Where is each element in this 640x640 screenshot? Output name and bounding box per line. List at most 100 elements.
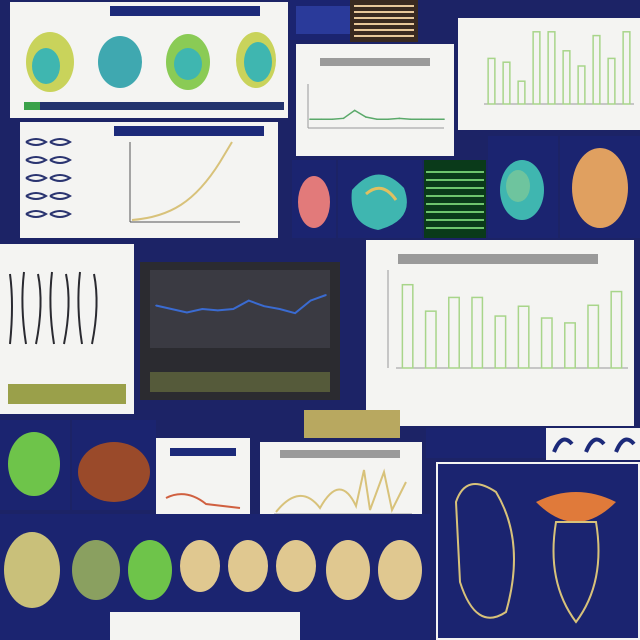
- seed-grid-8-icon: [378, 540, 422, 600]
- line-chart-small-svg: [307, 58, 445, 129]
- point-10: [420, 118, 423, 120]
- point-11: [325, 294, 327, 296]
- point-11: [432, 118, 434, 120]
- bar-chart-top-right: [458, 18, 640, 130]
- mushroom-cap-icon: [536, 492, 616, 522]
- point-2: [186, 311, 188, 314]
- orange-seed-tile: [560, 136, 640, 238]
- sketch-panel-svg: [25, 126, 264, 223]
- point-0: [309, 118, 311, 120]
- chart-title-block: [398, 254, 598, 264]
- root-sketch-panel: [0, 244, 134, 414]
- seed-outline-right-icon: [552, 521, 600, 624]
- point-4: [217, 309, 219, 312]
- point-12: [443, 118, 445, 120]
- line-chart-small: [296, 44, 454, 156]
- seed-grid-5-icon: [228, 540, 268, 592]
- footer-badge: [24, 102, 40, 110]
- seed-grid-svg: [4, 532, 422, 640]
- point-7: [263, 305, 265, 307]
- point-7: [387, 118, 389, 120]
- anatomy-panel-bottom-right: [436, 462, 640, 640]
- orange-seed-icon: [572, 148, 628, 228]
- curve-line: [275, 468, 407, 514]
- bar-2: [448, 296, 460, 369]
- bar-5: [562, 50, 571, 105]
- point-9: [294, 312, 296, 314]
- thumb-top-stripes: [350, 0, 418, 42]
- point-5: [232, 308, 235, 310]
- embryo-icon: [351, 174, 407, 230]
- brown-seed-icon: [78, 442, 150, 502]
- seed-red-tile: [292, 160, 336, 238]
- series-line: [310, 109, 444, 120]
- point-6: [247, 299, 250, 302]
- header-bar: [110, 6, 260, 16]
- seed-grid-4-icon: [180, 540, 220, 592]
- bar-1: [424, 310, 437, 369]
- seed-illustrations: [24, 6, 284, 110]
- seed-grid-bottom: [0, 514, 430, 640]
- seed-grid-caption-panel: [110, 612, 300, 640]
- footer-bar: [24, 102, 284, 110]
- dark-line-chart: [140, 262, 340, 400]
- large-bar-chart: [366, 240, 634, 426]
- seed-2-icon: [98, 36, 142, 88]
- seed-1-core-icon: [32, 48, 60, 84]
- bar-4: [494, 315, 507, 369]
- bar-5: [517, 305, 530, 369]
- sketch-panel: [20, 122, 278, 238]
- bar-7: [564, 322, 576, 369]
- seed-4-core-icon: [244, 42, 272, 82]
- seed-panel-top-left: [10, 2, 288, 118]
- brown-seed-tile: [72, 420, 156, 510]
- series-line: [155, 294, 327, 315]
- seed-outline-left-icon: [454, 483, 515, 619]
- plot-area: [150, 270, 330, 348]
- point-1: [320, 118, 322, 120]
- point-0: [155, 304, 157, 307]
- bar-6: [577, 65, 586, 105]
- thumb-top-1: [290, 0, 360, 40]
- olive-strip: [304, 410, 400, 438]
- red-seed-icon: [298, 176, 330, 228]
- point-8: [398, 117, 401, 120]
- point-6: [376, 118, 378, 120]
- bar-0: [487, 57, 496, 105]
- bar-1: [502, 61, 511, 105]
- dark-line-chart-svg: [150, 270, 330, 392]
- point-9: [409, 118, 412, 120]
- point-5: [365, 116, 367, 118]
- bar-3: [471, 296, 484, 369]
- bar-8: [607, 57, 616, 105]
- chart-title-block: [320, 58, 430, 66]
- small-chart-panel: [156, 438, 250, 526]
- green-seed-tile: [0, 420, 70, 510]
- green-seed-icon: [8, 432, 60, 496]
- bar-8: [587, 304, 600, 369]
- teal-seed-tile: [488, 136, 558, 238]
- root-footer-bar: [8, 384, 126, 404]
- chart-title-block: [280, 450, 400, 458]
- point-2: [331, 118, 334, 120]
- bar-9: [610, 290, 623, 369]
- seed-grid-6-icon: [276, 540, 316, 592]
- root-sketch-svg: [8, 271, 126, 404]
- bar-7: [592, 34, 601, 105]
- bar-2: [517, 80, 526, 105]
- mini-strip-1: [426, 428, 546, 458]
- mini-icons-strip: [546, 428, 640, 460]
- bar-3: [532, 31, 541, 105]
- embryo-tile: [338, 160, 422, 238]
- bar-6: [540, 317, 553, 369]
- point-3: [342, 117, 345, 120]
- seed-3-core-icon: [174, 48, 202, 80]
- point-10: [309, 299, 312, 302]
- footer-bar: [150, 372, 330, 392]
- bar-4: [547, 31, 556, 105]
- bar-9: [622, 31, 631, 105]
- point-8: [278, 308, 281, 310]
- bar-0: [401, 283, 414, 369]
- seed-grid-2-icon: [72, 540, 120, 600]
- anatomy-svg: [436, 462, 640, 640]
